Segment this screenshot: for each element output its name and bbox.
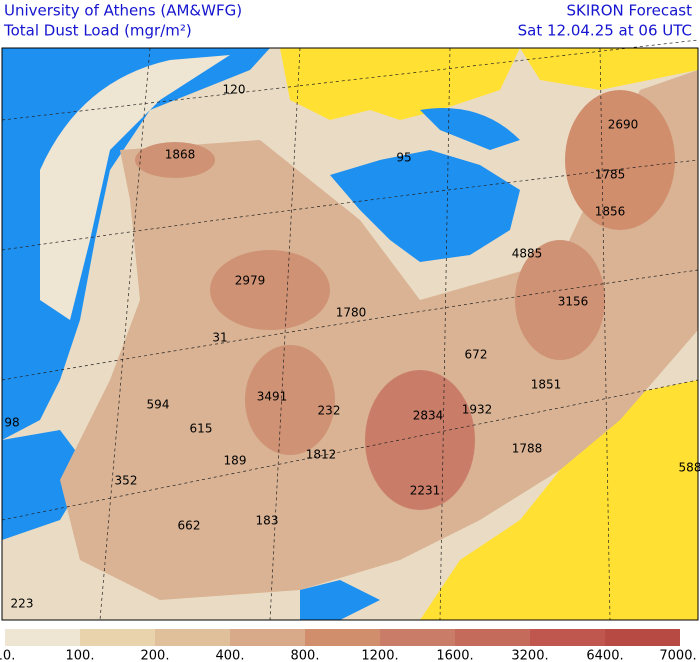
map-value-label: 2979 [235, 274, 266, 288]
map-value-label: 2690 [608, 118, 639, 132]
dust-area [60, 70, 698, 600]
low-dust-area [280, 48, 520, 120]
dust-plume [40, 55, 230, 320]
map-value-label: 3491 [257, 390, 288, 404]
map-value-label: 2231 [410, 484, 441, 498]
map-value-label: 588 [679, 461, 700, 475]
colorbar-label: 400. [216, 649, 245, 662]
dust-core [135, 142, 215, 178]
map-value-label: 662 [178, 519, 201, 533]
map-value-label: 1785 [595, 168, 626, 182]
map-value-label: 615 [190, 422, 213, 436]
dust-core [565, 90, 675, 230]
map-value-label: 189 [224, 454, 247, 468]
map-value-label: 232 [318, 404, 341, 418]
colorbar-label: 10. [0, 649, 15, 662]
map-value-label: 98 [4, 416, 19, 430]
dust-core [365, 370, 475, 510]
map-value-label: 120 [223, 83, 246, 97]
map-value-label: 1812 [306, 448, 337, 462]
colorbar-box [530, 629, 605, 646]
dust-core [245, 345, 335, 455]
colorbar-label: 1600. [436, 649, 473, 662]
colorbar-box [380, 629, 455, 646]
dust-core [515, 240, 605, 360]
low-dust-area [520, 48, 698, 90]
map-value-label: 95 [396, 151, 411, 165]
map-frame [1, 47, 699, 621]
map-value-label: 1788 [512, 442, 543, 456]
map [1, 39, 699, 621]
map-value-label: 31 [212, 331, 227, 345]
map-value-label: 672 [465, 348, 488, 362]
header-right: SKIRON Forecast [567, 2, 693, 20]
colorbar-label: 6400. [586, 649, 623, 662]
colorbar-label: 1200. [361, 649, 398, 662]
map-value-label: 1851 [531, 378, 562, 392]
colorbar-label: 100. [66, 649, 95, 662]
colorbar-box [455, 629, 530, 646]
map-value-label: 1868 [165, 148, 196, 162]
colorbar-label: 3200. [511, 649, 548, 662]
sea [420, 108, 520, 150]
colorbar-box [230, 629, 305, 646]
colorbar-box [305, 629, 380, 646]
map-value-label: 352 [115, 474, 138, 488]
ocean [2, 430, 90, 540]
lake [300, 580, 380, 620]
map-value-label: 4885 [512, 247, 543, 261]
sea [330, 150, 520, 262]
colorbar-label: 800. [291, 649, 320, 662]
graticule [1, 39, 699, 621]
map-value-label: 3156 [558, 295, 589, 309]
header-right: Sat 12.04.25 at 06 UTC [518, 22, 692, 40]
map-value-label: 594 [147, 398, 170, 412]
map-value-label: 183 [256, 514, 279, 528]
low-dust-area [420, 380, 698, 620]
header-left: Total Dust Load (mgr/m²) [3, 22, 192, 40]
dust-core [210, 250, 330, 330]
map-value-label: 223 [11, 597, 34, 611]
colorbar-label: 7000. [659, 649, 696, 662]
colorbar-box [605, 629, 680, 646]
colorbar-box [155, 629, 230, 646]
map-value-label: 1856 [595, 205, 626, 219]
map-value-label: 2834 [413, 409, 444, 423]
colorbar-box [80, 629, 155, 646]
header-left: University of Athens (AM&WFG) [4, 2, 242, 20]
map-value-label: 1780 [336, 306, 367, 320]
colorbar-box [5, 629, 80, 646]
colorbar-label: 200. [141, 649, 170, 662]
map-value-label: 1932 [462, 403, 493, 417]
